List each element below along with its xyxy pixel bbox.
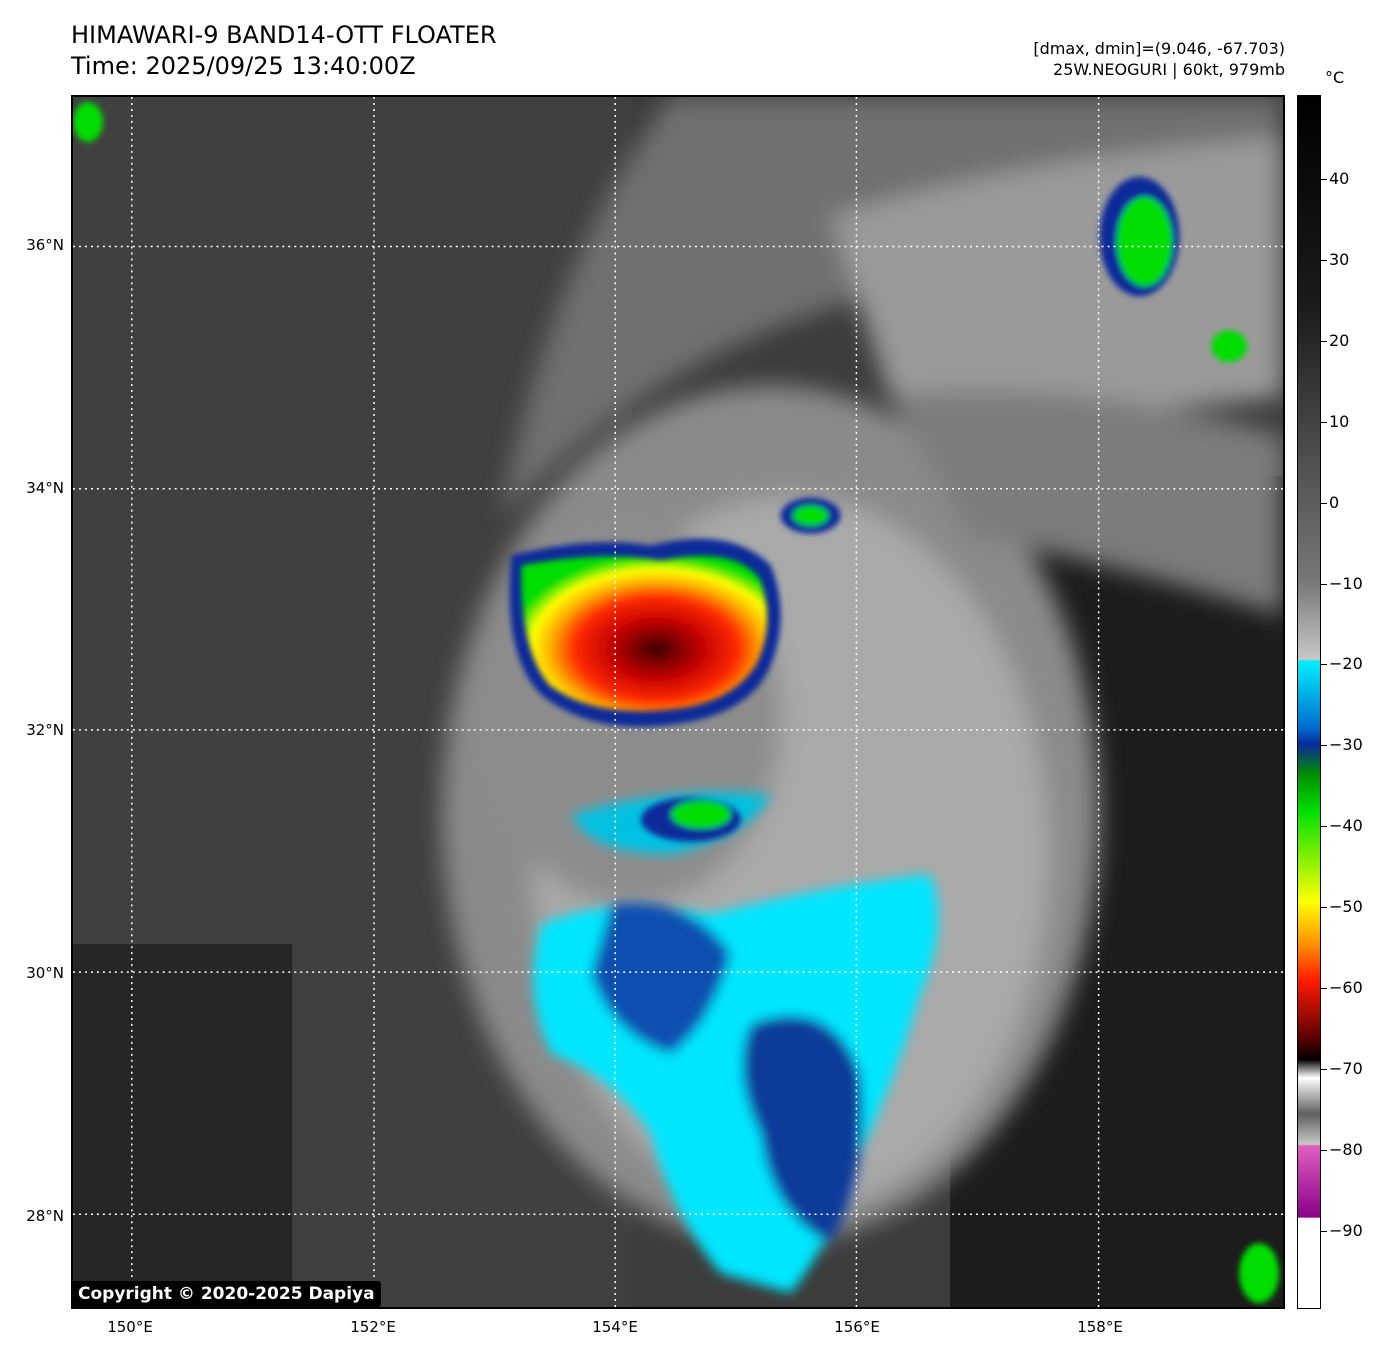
meta-block: [dmax, dmin]=(9.046, -67.703) 25W.NEOGUR… <box>1033 38 1285 80</box>
timestamp-title: Time: 2025/09/25 13:40:00Z <box>71 52 416 80</box>
colorbar-tick-label: 20 <box>1329 330 1350 350</box>
colorbar-tick-label: 0 <box>1329 492 1340 512</box>
colorbar-tick <box>1321 179 1327 180</box>
storm-info: 25W.NEOGURI | 60kt, 979mb <box>1053 60 1285 79</box>
colorbar-tick <box>1321 745 1327 747</box>
convective-cells <box>73 101 1280 1304</box>
lon-label-158e: 158°E <box>1077 1318 1123 1336</box>
colorbar-tick <box>1321 583 1327 585</box>
colorbar-tick-label: 40 <box>1329 169 1350 188</box>
colorbar-tick <box>1321 1068 1327 1070</box>
lat-label-30n: 30°N <box>26 964 64 982</box>
lat-label-36n: 36°N <box>26 236 64 254</box>
lat-label-34n: 34°N <box>26 479 64 497</box>
colorbar-tick-label: −70 <box>1329 1058 1363 1078</box>
lon-label-150e: 150°E <box>107 1318 153 1336</box>
colorbar <box>1297 95 1321 1309</box>
colorbar-unit: °C <box>1325 68 1345 87</box>
colorbar-tick-label: −50 <box>1329 897 1363 917</box>
colorbar-tick-label: −20 <box>1329 654 1363 674</box>
colorbar-tick <box>1321 421 1327 423</box>
lat-label-28n: 28°N <box>26 1207 64 1225</box>
colorbar-tick-label: −90 <box>1329 1220 1363 1240</box>
satellite-imagery <box>73 97 1283 1307</box>
central-dense-overcast <box>509 538 781 727</box>
graticule <box>73 97 1283 1307</box>
colorbar-tick <box>1321 907 1327 909</box>
colorbar-tick-label: 30 <box>1329 249 1350 269</box>
colorbar-tick-label: −10 <box>1329 573 1363 593</box>
lon-label-152e: 152°E <box>350 1318 396 1336</box>
lat-label-32n: 32°N <box>26 721 64 739</box>
colorbar-tick-label: 10 <box>1329 411 1350 431</box>
colorbar-tick <box>1321 988 1327 989</box>
lon-label-156e: 156°E <box>834 1318 880 1336</box>
colorbar-tick-label: −40 <box>1329 816 1363 836</box>
colorbar-tick <box>1321 826 1327 828</box>
colorbar-tick <box>1321 259 1327 261</box>
southwest-dark-region <box>73 944 293 1307</box>
product-title: HIMAWARI-9 BAND14-OTT FLOATER <box>71 21 497 49</box>
title-block: HIMAWARI-9 BAND14-OTT FLOATER Time: 2025… <box>71 20 497 82</box>
colorbar-tick-label: −60 <box>1329 978 1363 997</box>
colorbar-tick <box>1321 664 1327 666</box>
colorbar-tick <box>1321 1149 1327 1151</box>
colorbar-tick <box>1321 502 1327 504</box>
colorbar-tick <box>1321 1230 1327 1232</box>
satellite-map <box>71 95 1285 1309</box>
data-range: [dmax, dmin]=(9.046, -67.703) <box>1033 39 1285 58</box>
colorbar-tick-label: −30 <box>1329 735 1363 755</box>
colorbar-tick-label: −80 <box>1329 1139 1363 1159</box>
copyright-badge: Copyright © 2020-2025 Dapiya <box>72 1281 381 1307</box>
colorbar-tick <box>1321 340 1327 342</box>
lon-label-154e: 154°E <box>592 1318 638 1336</box>
